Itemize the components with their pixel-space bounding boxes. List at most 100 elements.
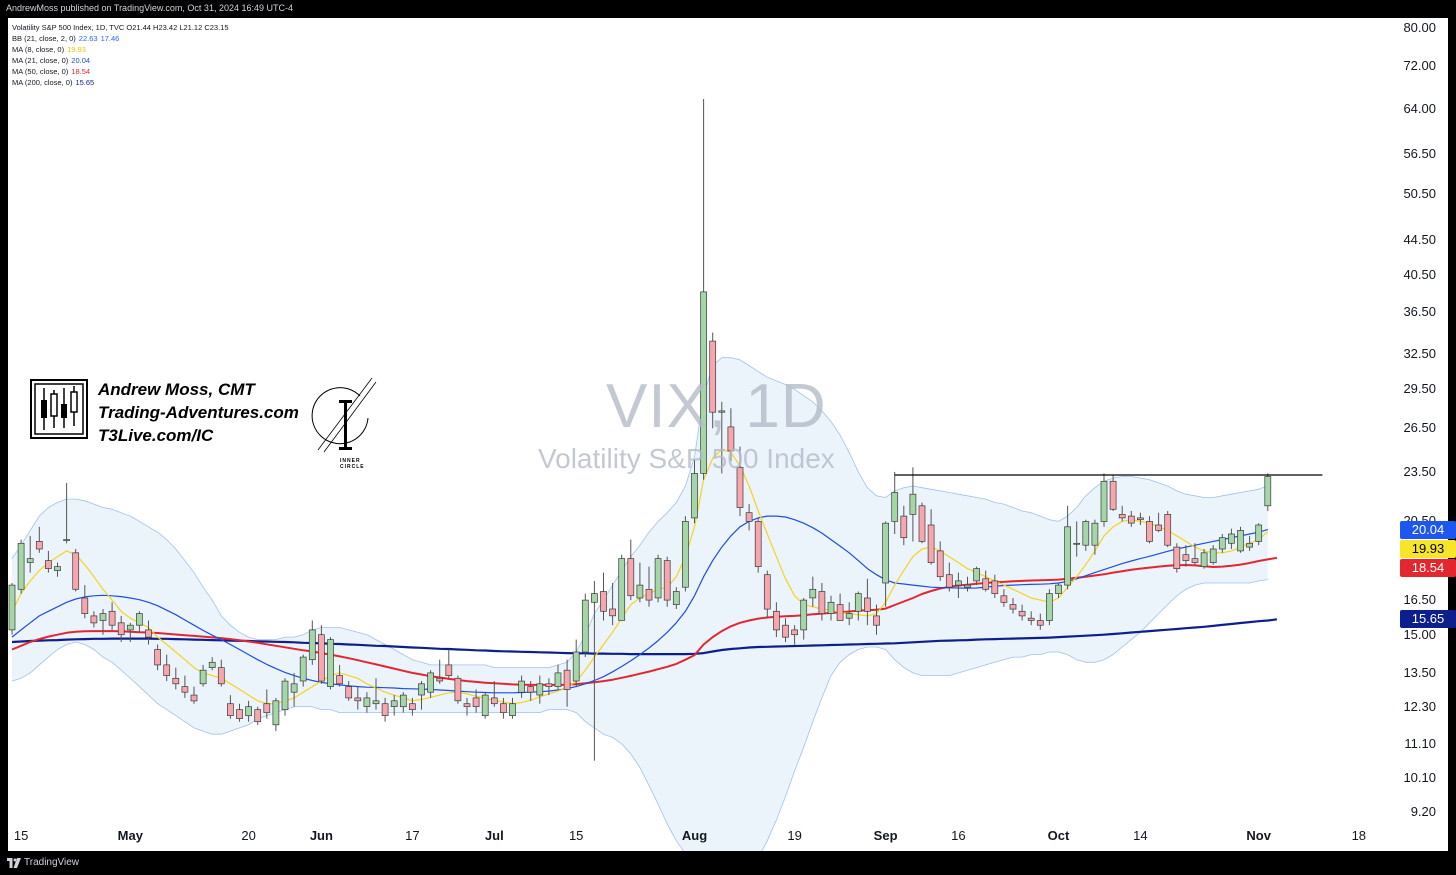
- candle-body-up: [1209, 548, 1217, 563]
- candle: [63, 482, 70, 544]
- candle-body-down: [1137, 517, 1144, 521]
- candle: [108, 602, 116, 630]
- candle: [581, 593, 589, 658]
- candle-body-down: [154, 649, 161, 666]
- candle-body-up: [290, 683, 298, 693]
- candle-body-down: [145, 629, 152, 638]
- candle: [609, 583, 616, 626]
- candle: [1082, 519, 1090, 551]
- candle-body-up: [281, 680, 289, 711]
- candle: [254, 706, 262, 725]
- candle-body-down: [645, 588, 653, 601]
- candle-body-up: [518, 680, 525, 693]
- candle: [463, 697, 471, 716]
- candle-body-up: [1082, 521, 1090, 546]
- candle-body-up: [26, 558, 34, 563]
- candle-body-up: [636, 584, 644, 599]
- chart-area[interactable]: VIX, 1D Volatility S&P 500 Index Volatil…: [8, 18, 1456, 851]
- candle-body-up: [99, 613, 107, 621]
- legend-ma21: MA (21, close, 0) 20.04: [12, 56, 91, 65]
- candle-body-up: [891, 492, 899, 522]
- candle-body-down: [927, 524, 935, 563]
- candle-body-down: [236, 709, 243, 719]
- candle-body-down: [936, 550, 944, 578]
- chart-canvas[interactable]: [8, 18, 1448, 851]
- candle-body-up: [1255, 524, 1263, 542]
- candle-body-up: [299, 656, 307, 682]
- candle: [1046, 589, 1053, 626]
- candle: [217, 659, 225, 687]
- candle: [245, 700, 252, 722]
- candle-body-down: [1191, 558, 1199, 563]
- candle: [1182, 545, 1190, 567]
- candle-body-down: [227, 703, 234, 716]
- candle-body-down: [864, 597, 871, 612]
- candle: [17, 539, 25, 594]
- candle-body-up: [17, 542, 25, 590]
- candle-body-down: [918, 505, 926, 542]
- candle: [90, 611, 98, 628]
- candle-body-down: [1155, 524, 1162, 531]
- legend-ma8: MA (8, close, 0) 19.93: [12, 45, 86, 54]
- candle: [427, 670, 434, 698]
- tradingview-brand: TradingView: [24, 857, 80, 868]
- candle: [299, 654, 307, 687]
- candle-body-down: [72, 552, 80, 590]
- candle: [336, 664, 343, 687]
- candle: [54, 562, 61, 577]
- candle-body-up: [1091, 522, 1099, 546]
- time-tick-label: 20: [241, 828, 256, 843]
- candle: [1264, 473, 1272, 511]
- candle-body-down: [873, 615, 880, 626]
- brand-name: Andrew Moss, CMT: [98, 380, 255, 399]
- candle-body-down: [527, 686, 535, 693]
- candle-body-down: [945, 574, 953, 588]
- chart-legend: Volatility S&P 500 Index, 1D, TVC O21.44…: [12, 22, 229, 88]
- candle-body-up: [854, 593, 862, 612]
- candle-body-up: [618, 558, 626, 621]
- time-tick-label: 19: [787, 828, 802, 843]
- candle: [1064, 505, 1071, 590]
- published-text: AndrewMoss published on TradingView.com,…: [6, 3, 293, 13]
- author-branding: Andrew Moss, CMT Trading-Adventures.com …: [30, 378, 380, 470]
- candle: [918, 502, 926, 544]
- candle: [1036, 613, 1044, 630]
- candle: [1255, 523, 1263, 546]
- candle-body-down: [108, 610, 116, 626]
- candle: [527, 681, 535, 701]
- candle: [472, 689, 480, 713]
- candle-body-down: [563, 669, 571, 690]
- candle: [236, 703, 243, 722]
- candle-body-up: [672, 591, 680, 605]
- candle-body-up: [372, 700, 380, 705]
- candle: [35, 526, 43, 553]
- candle: [618, 554, 626, 621]
- candle: [272, 697, 280, 732]
- candle: [663, 556, 671, 607]
- candle-body-up: [827, 601, 835, 614]
- candle-body-down: [782, 624, 789, 638]
- candle: [563, 659, 571, 707]
- candle: [927, 509, 935, 565]
- candlestick-logo-icon: [30, 379, 88, 439]
- candle: [654, 554, 662, 603]
- candle-body-down: [318, 634, 325, 682]
- candle-body-down: [490, 697, 498, 705]
- candle-body-down: [336, 675, 343, 685]
- time-tick-label: Jun: [309, 828, 333, 843]
- candle: [591, 580, 598, 761]
- candle-body-down: [545, 683, 553, 687]
- candle-body-down: [663, 560, 671, 601]
- candle: [973, 566, 980, 586]
- candle-body-up: [800, 599, 808, 631]
- candle-body-up: [973, 568, 980, 582]
- time-tick-label: Jul: [484, 828, 504, 843]
- candle-body-up: [718, 410, 726, 413]
- candle: [1118, 505, 1126, 522]
- candle: [1018, 604, 1026, 621]
- price-tick-label: 15.00: [1403, 626, 1436, 642]
- candle-body-down: [409, 703, 416, 710]
- candle-body-up: [390, 700, 398, 707]
- candle: [363, 692, 371, 713]
- candle: [481, 692, 489, 719]
